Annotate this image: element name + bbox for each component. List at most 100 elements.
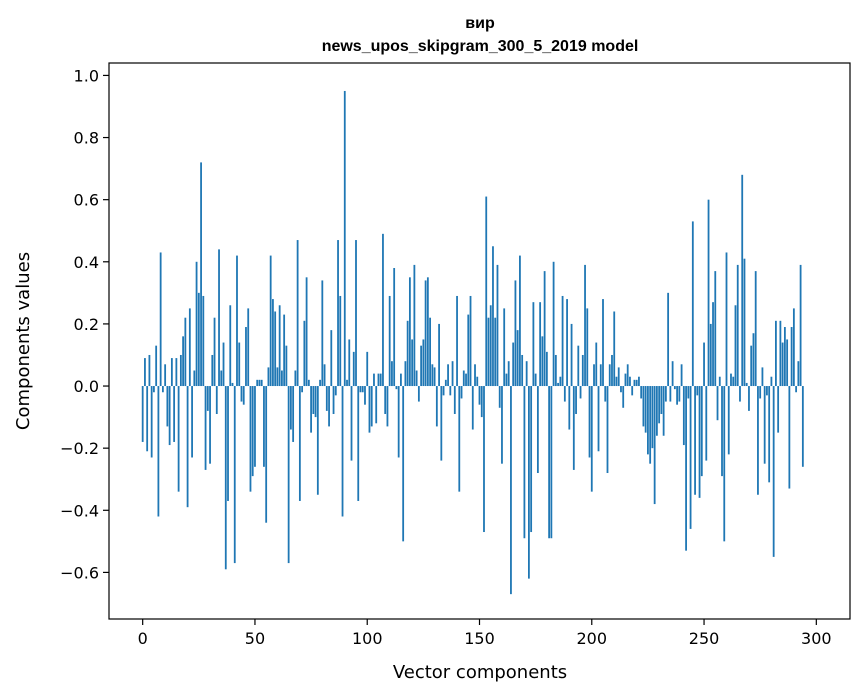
bar — [175, 358, 178, 387]
bar — [314, 386, 317, 418]
y-tick-label: 1.0 — [74, 66, 99, 85]
bar — [294, 370, 297, 387]
bar — [265, 386, 268, 523]
bar — [184, 317, 187, 387]
bar — [709, 323, 712, 387]
bar — [150, 386, 153, 458]
bar — [245, 327, 247, 387]
bar — [550, 386, 553, 539]
bar — [177, 386, 180, 492]
bar — [406, 320, 409, 387]
bar — [514, 280, 517, 387]
bar — [400, 373, 402, 387]
bar — [312, 386, 315, 414]
y-tick-label: −0.4 — [60, 501, 99, 520]
y-tick-label: 0.4 — [74, 253, 99, 272]
bar — [191, 386, 193, 458]
bar — [289, 386, 292, 430]
bar — [341, 386, 344, 517]
bar — [752, 333, 755, 387]
bar — [539, 302, 542, 387]
bar — [718, 376, 721, 387]
bar — [703, 342, 705, 387]
bar — [274, 311, 277, 387]
bar — [667, 292, 670, 387]
bar — [366, 351, 369, 387]
bar — [671, 361, 674, 387]
bar — [635, 379, 638, 387]
bar — [319, 379, 321, 387]
bar — [256, 379, 259, 387]
y-axis-ticks: −0.6 −0.4 −0.2 0.0 0.2 0.4 0.6 0.8 1.0 — [60, 66, 109, 582]
bar — [411, 339, 414, 387]
bar — [296, 240, 299, 387]
bar — [545, 351, 548, 387]
bar — [321, 280, 324, 387]
bar — [626, 364, 629, 387]
bar — [397, 386, 400, 458]
bar — [503, 308, 506, 387]
bar — [559, 376, 562, 387]
bar — [141, 386, 144, 442]
bar — [622, 386, 625, 408]
bar — [153, 386, 155, 393]
x-tick-label: 250 — [689, 629, 720, 648]
bar — [721, 386, 723, 477]
bar — [629, 376, 631, 387]
bar — [682, 386, 685, 446]
bar — [206, 386, 209, 411]
bar — [588, 386, 591, 458]
bar — [707, 199, 710, 387]
bar — [698, 386, 701, 498]
bar — [402, 386, 405, 542]
bar — [478, 386, 481, 405]
bar — [220, 370, 223, 387]
bar — [734, 305, 737, 387]
bar — [426, 277, 429, 387]
bar — [689, 386, 692, 529]
bar — [608, 364, 611, 387]
bar — [465, 373, 467, 387]
bar — [570, 323, 573, 387]
bar — [323, 364, 326, 387]
bar — [647, 386, 649, 455]
bar — [498, 386, 501, 408]
bar — [572, 386, 575, 470]
bar — [260, 379, 263, 387]
y-tick-label: 0.0 — [74, 377, 99, 396]
bar — [281, 370, 283, 387]
bar — [433, 367, 436, 387]
bar — [442, 386, 445, 396]
bar — [678, 386, 681, 402]
bar — [231, 382, 234, 387]
bar — [263, 386, 265, 467]
bar — [775, 320, 777, 387]
bar — [238, 342, 241, 387]
chart-title: вир — [465, 15, 495, 32]
bar — [801, 386, 804, 467]
bar — [777, 386, 780, 433]
bar — [660, 386, 663, 414]
bar — [763, 386, 766, 464]
bar — [467, 314, 470, 387]
bar — [476, 376, 479, 387]
bar — [512, 342, 515, 387]
bar — [307, 379, 310, 387]
bar — [534, 373, 537, 387]
bar — [240, 386, 243, 402]
bar — [456, 295, 458, 387]
bar — [759, 386, 762, 399]
bar — [204, 386, 207, 470]
bar — [361, 386, 364, 393]
bar — [211, 354, 214, 387]
bar — [714, 271, 717, 387]
bar — [213, 317, 216, 387]
bar — [700, 386, 703, 477]
bar — [743, 258, 746, 387]
bar — [494, 317, 497, 387]
bar — [595, 342, 598, 387]
bar — [195, 261, 198, 387]
bar — [350, 386, 353, 461]
bar — [301, 386, 304, 393]
bar — [272, 299, 274, 387]
